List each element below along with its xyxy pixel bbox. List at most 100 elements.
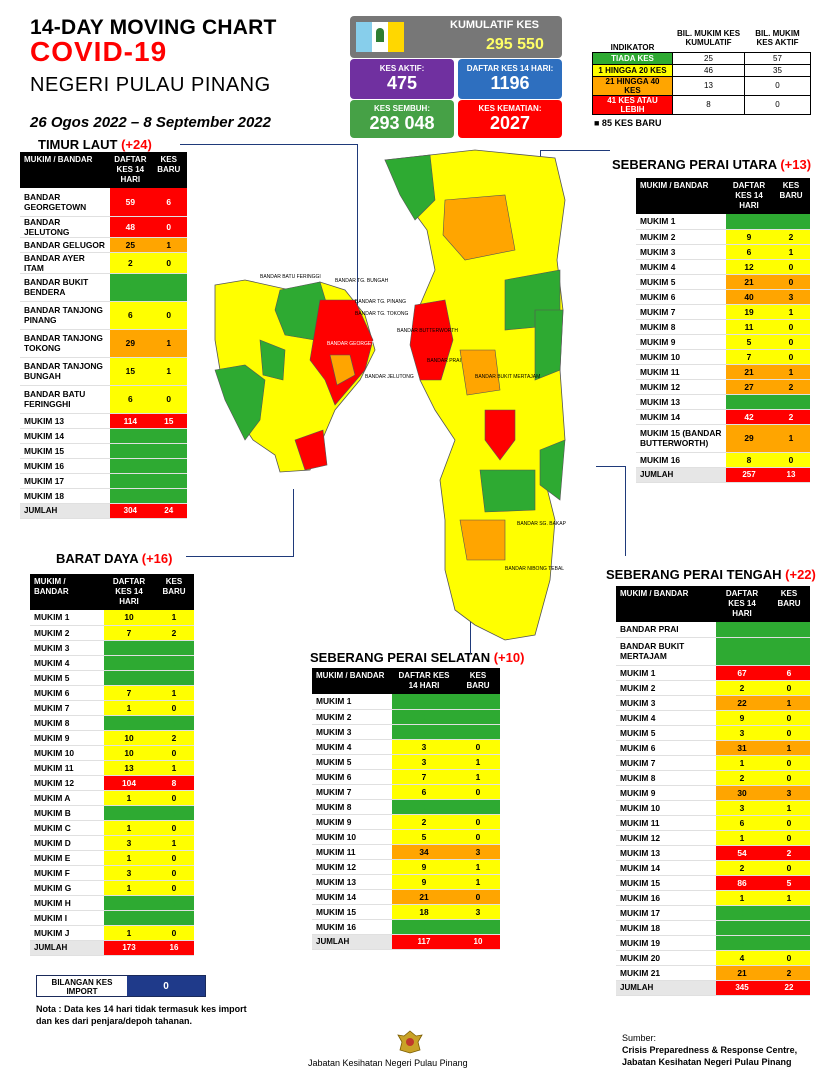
- kes-baru-value: 2: [772, 409, 810, 425]
- daftar-kes-value: 3: [392, 739, 456, 755]
- kes-baru-value: 1: [150, 329, 187, 358]
- daftar-kes-value: 0: [726, 394, 772, 410]
- column-header-daftar: DAFTAR KES 14 HARI: [716, 586, 768, 622]
- kes-kematian-label: KES KEMATIAN:: [478, 104, 542, 113]
- sps-title: SEBERANG PERAI SELATAN (+10): [310, 650, 524, 665]
- table-row: MUKIM 17 0 0: [616, 905, 810, 921]
- mukim-name: BANDAR TANJONG BUNGAH: [20, 357, 111, 386]
- table-row: MUKIM 1 67 6: [616, 665, 810, 681]
- kes-aktif-label: KES AKTIF:: [379, 64, 425, 73]
- mukim-name: MUKIM 11: [30, 760, 104, 776]
- mukim-name: MUKIM B: [30, 805, 104, 821]
- total-baru: 10: [456, 934, 500, 950]
- kes-baru-value: 0: [772, 259, 810, 275]
- spu-name: SEBERANG PERAI UTARA: [612, 157, 777, 172]
- kes-baru-value: 1: [154, 685, 194, 701]
- mukim-name: MUKIM 1: [30, 610, 104, 626]
- daftar-kes-value: 1: [104, 700, 154, 716]
- table-row: MUKIM 9 10 2: [30, 730, 194, 746]
- daftar-kes-value: 0: [104, 895, 154, 911]
- table-row: MUKIM 13 0 0: [636, 394, 810, 410]
- mukim-name: MUKIM 10: [636, 349, 726, 365]
- kes-baru-value: 2: [772, 229, 810, 245]
- kes-baru-value: 1: [768, 740, 810, 756]
- kes-baru-value: 0: [154, 790, 194, 806]
- table-row: MUKIM 15 86 5: [616, 875, 810, 891]
- penang-map: BANDAR BATU FERINGGI BANDAR TG. BUNGAH B…: [214, 149, 567, 641]
- daftar-kes-value: 0: [104, 670, 154, 686]
- mukim-name: MUKIM 5: [616, 725, 716, 741]
- spt-name: SEBERANG PERAI TENGAH: [606, 567, 782, 582]
- kes-baru-value: 0: [768, 725, 810, 741]
- daftar-kes-value: 8: [726, 452, 772, 468]
- spu-plus: (+13): [780, 157, 812, 172]
- mukim-name: MUKIM 3: [616, 695, 716, 711]
- timur-laut-plus: (+24): [121, 137, 152, 152]
- seberang-perai: [384, 149, 566, 641]
- kes-baru-value: 0: [768, 920, 810, 936]
- mukim-name: MUKIM 16: [636, 452, 726, 468]
- mukim-name: MUKIM 6: [30, 685, 104, 701]
- kes-baru-value: 0: [154, 820, 194, 836]
- daftar-kes-value: 1196: [490, 73, 530, 93]
- column-header-mukim: MUKIM / BANDAR: [616, 586, 716, 622]
- mukim-name: MUKIM 14: [616, 860, 716, 876]
- kes-sembuh-value: 293 048: [369, 113, 435, 133]
- table-row: MUKIM 12 1 0: [616, 830, 810, 846]
- mukim-name: MUKIM 14: [312, 889, 392, 905]
- table-row: MUKIM 12 104 8: [30, 775, 194, 791]
- kes-baru-value: 1: [768, 695, 810, 711]
- column-header-daftar: DAFTAR KES 14 HARI: [726, 178, 772, 214]
- indicator-row: TIADA KES 25 57: [592, 51, 811, 65]
- table-row: MUKIM 14 21 0: [312, 889, 500, 905]
- daftar-kes-value: 0: [104, 715, 154, 731]
- indicator-kumulatif: 13: [672, 75, 745, 96]
- daftar-kes-value: 6: [392, 784, 456, 800]
- table-row: MUKIM 20 4 0: [616, 950, 810, 966]
- table-row: BANDAR TANJONG PINANG 6 0: [20, 301, 187, 330]
- table-row: MUKIM 4 12 0: [636, 259, 810, 275]
- daftar-kes-value: 1: [104, 820, 154, 836]
- mukim-name: BANDAR AYER ITAM: [20, 252, 111, 274]
- daftar-kes-value: 3: [104, 865, 154, 881]
- barat-daya-table: MUKIM / BANDAR DAFTAR KES 14 HARI KES BARU…: [30, 574, 194, 956]
- kes-baru-value: 1: [772, 244, 810, 260]
- daftar-kes-value: 3: [716, 725, 768, 741]
- kes-baru-value: 1: [150, 237, 187, 253]
- table-row: BANDAR AYER ITAM 2 0: [20, 252, 187, 274]
- daftar-kes-value: 0: [716, 905, 768, 921]
- mukim-name: MUKIM 16: [312, 919, 392, 935]
- mukim-name: MUKIM 8: [636, 319, 726, 335]
- table-row: MUKIM 14 2 0: [616, 860, 810, 876]
- seberang-perai-tengah-table: MUKIM / BANDAR DAFTAR KES 14 HARI KES BARU…: [616, 586, 810, 996]
- mukim-name: MUKIM 10: [312, 829, 392, 845]
- mukim-name: MUKIM 3: [312, 724, 392, 740]
- mukim-name: MUKIM 8: [312, 799, 392, 815]
- table-row: MUKIM 10 7 0: [636, 349, 810, 365]
- mukim-name: MUKIM 17: [616, 905, 716, 921]
- daftar-kes-value: 0: [110, 428, 151, 444]
- indicator-table: INDIKATOR BIL. MUKIM KES KUMULATIF BIL. …: [592, 24, 811, 115]
- total-baru: 22: [768, 980, 810, 996]
- daftar-kes-value: 9: [392, 874, 456, 890]
- daftar-kes-value: 27: [726, 379, 772, 395]
- daftar-kes-value: 0: [392, 919, 456, 935]
- mukim-name: BANDAR BATU FERINGGHI: [20, 385, 111, 414]
- daftar-kes-value: 9: [716, 710, 768, 726]
- column-header-daftar: DAFTAR KES 14 HARI: [110, 152, 151, 188]
- kes-baru-value: 0: [150, 473, 187, 489]
- daftar-kes-value: 10: [104, 730, 154, 746]
- daftar-kes-value: 5: [392, 829, 456, 845]
- mukim-name: MUKIM 20: [616, 950, 716, 966]
- daftar-kes-value: 48: [110, 216, 151, 238]
- table-row: MUKIM 14 42 2: [636, 409, 810, 425]
- mukim-name: MUKIM 13: [312, 874, 392, 890]
- indicator-label: 1 HINGGA 20 KES: [592, 63, 673, 77]
